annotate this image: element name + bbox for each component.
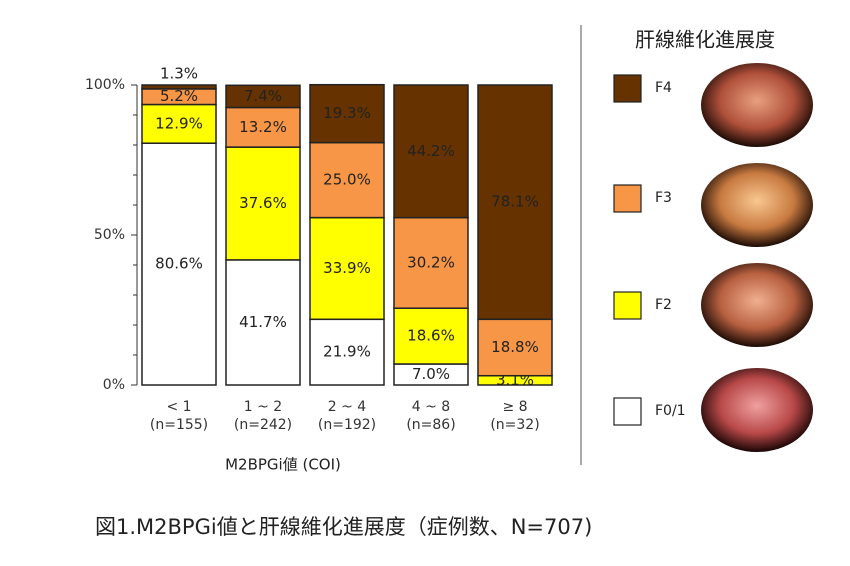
bar-segment xyxy=(309,141,385,219)
x-axis-title: M2BPGi値 (COI) xyxy=(225,456,341,474)
data-label: 19.3% xyxy=(323,104,371,122)
x-tick-label: ≥ 8 xyxy=(502,399,527,415)
data-label: 7.4% xyxy=(244,87,282,105)
legend-swatch xyxy=(613,184,642,213)
legend-label: F3 xyxy=(655,190,672,206)
caption: 図1.M2BPGi値と肝線維化進展度（症例数、N=707) xyxy=(95,515,592,539)
data-label: 25.0% xyxy=(323,171,371,189)
bar-segment xyxy=(141,142,217,386)
x-tick-count: (n=242) xyxy=(234,417,292,433)
data-label: 18.6% xyxy=(407,327,455,345)
photo xyxy=(701,368,813,452)
bar-segment xyxy=(225,146,301,261)
data-label: 7.0% xyxy=(412,365,450,383)
x-tick-label: 2 ~ 4 xyxy=(328,399,367,415)
photo xyxy=(701,63,813,147)
y-tick-label: 0% xyxy=(103,377,125,393)
x-tick-label: 1 ~ 2 xyxy=(244,399,282,415)
x-tick-label: 4 ~ 8 xyxy=(412,399,450,415)
photo xyxy=(701,263,813,347)
x-tick-label: < 1 xyxy=(166,399,191,415)
bar-segment xyxy=(225,84,301,109)
photo xyxy=(701,163,813,247)
data-label: 13.2% xyxy=(239,118,287,136)
bar-segment xyxy=(393,84,469,219)
bar-segment xyxy=(393,216,469,309)
y-tick-label: 50% xyxy=(94,227,125,243)
bar-segment xyxy=(141,84,217,90)
data-label: 21.9% xyxy=(323,343,371,361)
data-label: 1.3% xyxy=(160,65,198,83)
data-label: 80.6% xyxy=(155,255,203,273)
legend-label: F4 xyxy=(655,80,672,96)
bar-segment xyxy=(309,216,385,321)
data-label: 18.8% xyxy=(491,338,539,356)
data-label: 78.1% xyxy=(491,193,539,211)
x-tick-count: (n=86) xyxy=(406,417,455,433)
data-label: 41.7% xyxy=(239,313,287,331)
bar-segment xyxy=(477,84,553,321)
data-label: 30.2% xyxy=(407,253,455,271)
bar-segment xyxy=(225,259,301,386)
bar-segment xyxy=(141,103,217,144)
data-label: 33.9% xyxy=(323,259,371,277)
data-label: 12.9% xyxy=(155,114,203,132)
bar-segment xyxy=(477,318,553,377)
legend-label: F2 xyxy=(655,297,672,313)
data-label: 5.2% xyxy=(160,87,198,105)
x-tick-count: (n=32) xyxy=(490,417,539,433)
data-label: 44.2% xyxy=(407,142,455,160)
legend-title: 肝線維化進展度 xyxy=(635,28,775,52)
data-label: 37.6% xyxy=(239,194,287,212)
y-tick-label: 100% xyxy=(85,77,125,93)
x-tick-count: (n=155) xyxy=(150,417,208,433)
legend-swatch xyxy=(613,397,642,426)
legend-swatch xyxy=(613,74,642,103)
bar-segment xyxy=(225,106,301,148)
legend-label: F0/1 xyxy=(655,403,686,419)
bar-segment xyxy=(309,83,385,144)
legend-swatch xyxy=(613,291,642,320)
x-tick-count: (n=192) xyxy=(318,417,376,433)
